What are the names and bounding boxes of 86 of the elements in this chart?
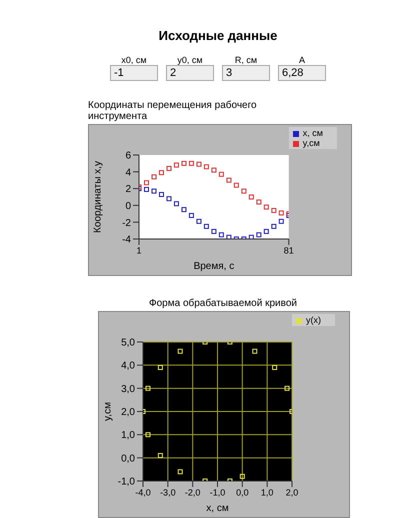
point xyxy=(158,192,164,197)
point xyxy=(181,160,186,166)
x-tick-label: -4,0 xyxy=(135,487,151,498)
point xyxy=(178,469,183,474)
x-tick-label: -1,0 xyxy=(210,487,226,498)
y-tick-label: 5,0 xyxy=(121,338,136,349)
point xyxy=(264,204,269,210)
point xyxy=(151,174,156,180)
point xyxy=(145,386,150,391)
point xyxy=(241,188,246,194)
point xyxy=(226,234,232,239)
point xyxy=(196,218,202,224)
point xyxy=(240,474,245,479)
point xyxy=(248,234,254,239)
y-tick-label: 2 xyxy=(125,184,132,196)
y-tick-label: 6 xyxy=(125,150,132,162)
text: 2 xyxy=(166,65,214,81)
point xyxy=(158,364,163,370)
chart-title: Координаты перемещения рабочего инструмента xyxy=(88,100,258,122)
point xyxy=(218,232,224,238)
point xyxy=(211,168,216,173)
y-tick-label: -2 xyxy=(122,218,132,229)
point xyxy=(226,178,232,183)
point xyxy=(178,348,183,354)
text: -1 xyxy=(110,65,158,81)
point xyxy=(278,218,284,224)
text: 6,28 xyxy=(278,65,326,81)
text: R, см xyxy=(234,55,258,65)
y-tick-label: 3,0 xyxy=(121,384,136,395)
y-tick-label: -4 xyxy=(122,234,132,246)
y-tick-label: 1,0 xyxy=(121,430,136,442)
text: 3 xyxy=(222,65,270,81)
y-tick-label: 2,0 xyxy=(121,407,136,418)
point xyxy=(158,453,163,458)
point xyxy=(218,172,224,177)
y-tick-label: 4 xyxy=(125,167,132,178)
point xyxy=(271,224,276,229)
x-axis-title: Время, с xyxy=(194,261,234,272)
point xyxy=(158,170,164,176)
y-axis-title: Координаты x,y xyxy=(92,161,104,233)
legend-label: y,см xyxy=(302,138,320,148)
point xyxy=(278,210,284,216)
point xyxy=(188,160,194,166)
point xyxy=(188,212,194,218)
point xyxy=(204,224,209,229)
x-axis-title: x, см xyxy=(206,503,229,514)
y-tick-label: 4,0 xyxy=(121,360,136,372)
point xyxy=(196,162,202,167)
text: y0, см xyxy=(176,55,204,65)
point xyxy=(174,162,179,168)
point xyxy=(256,200,262,205)
point xyxy=(256,232,262,238)
x-tick-label: 1,0 xyxy=(260,487,274,498)
point xyxy=(248,194,254,200)
point xyxy=(145,432,150,438)
point xyxy=(166,196,172,202)
point xyxy=(144,186,149,192)
point xyxy=(211,228,216,234)
point xyxy=(272,364,278,370)
x-tick-label: 2,0 xyxy=(286,487,298,498)
point xyxy=(264,228,269,234)
point xyxy=(284,386,290,391)
point xyxy=(181,207,186,212)
legend-label: x, см xyxy=(302,128,323,138)
x-tick-label: 0,0 xyxy=(236,487,249,498)
x-tick-label: 81 xyxy=(284,245,294,256)
text: x0, см xyxy=(120,55,148,65)
y-tick-label: -1,0 xyxy=(118,476,136,488)
point xyxy=(271,208,276,213)
point xyxy=(204,164,209,170)
legend-label: y(x) xyxy=(306,315,321,325)
point xyxy=(174,201,179,206)
chart-title: Форма обрабатываемой кривой xyxy=(148,298,298,309)
x-tick-label: -2,0 xyxy=(184,487,200,498)
x-tick-label: -3,0 xyxy=(160,487,176,498)
point xyxy=(151,188,156,194)
point xyxy=(166,166,172,171)
text: A xyxy=(298,55,306,65)
x-tick-label: 1 xyxy=(136,245,142,256)
text: Исходные данные xyxy=(158,28,278,43)
point xyxy=(234,182,239,188)
y-tick-label: 0 xyxy=(125,200,132,212)
point xyxy=(144,180,149,186)
y-axis-title: y,см xyxy=(102,402,114,421)
y-tick-label: 0,0 xyxy=(121,453,136,464)
point xyxy=(252,348,258,354)
